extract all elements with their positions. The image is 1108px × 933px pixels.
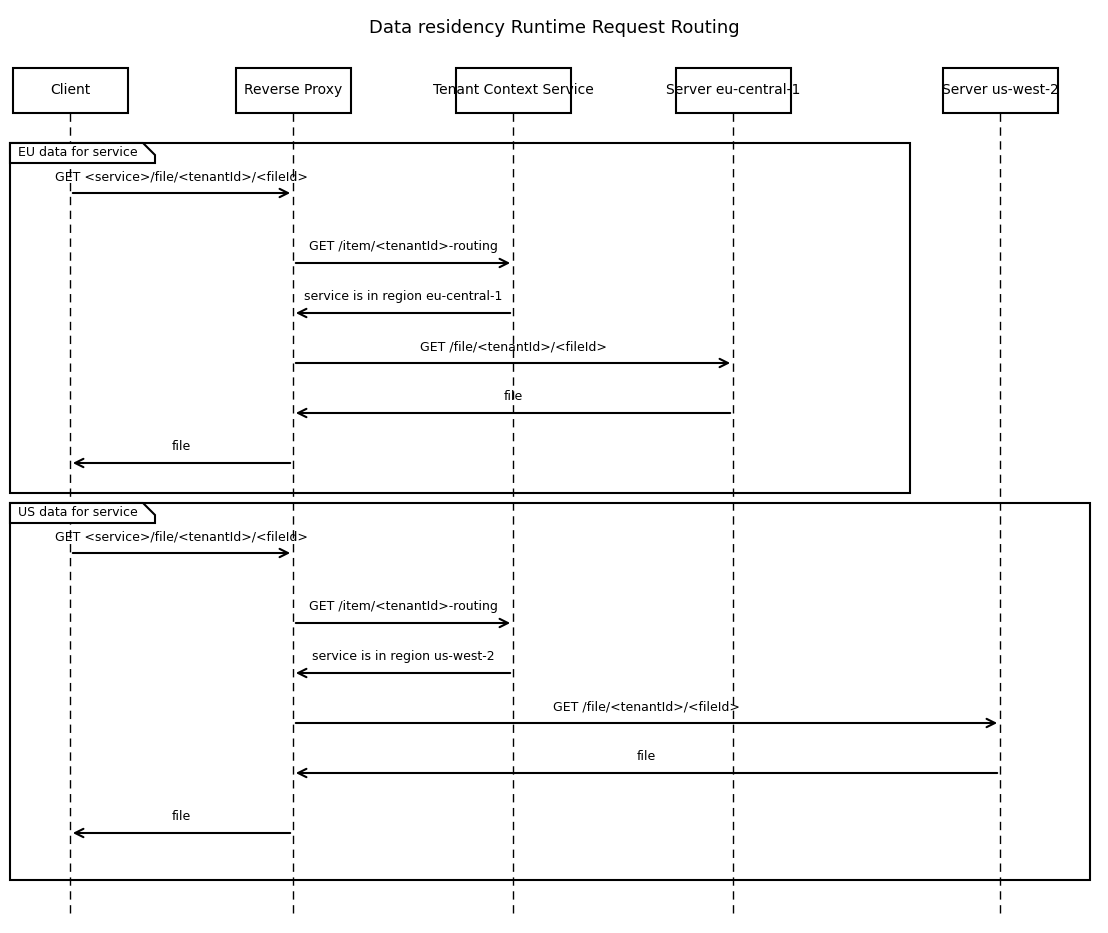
- Text: service is in region eu-central-1: service is in region eu-central-1: [304, 290, 502, 303]
- Text: file: file: [637, 750, 656, 763]
- Text: Server eu-central-1: Server eu-central-1: [666, 83, 800, 97]
- Text: Tenant Context Service: Tenant Context Service: [432, 83, 594, 97]
- Text: GET /file/<tenantId>/<fileId>: GET /file/<tenantId>/<fileId>: [420, 340, 606, 353]
- Bar: [455, 67, 571, 113]
- Text: GET <service>/file/<tenantId>/<fileId>: GET <service>/file/<tenantId>/<fileId>: [55, 530, 308, 543]
- Text: GET /item/<tenantId>-routing: GET /item/<tenantId>-routing: [308, 600, 497, 613]
- Text: GET <service>/file/<tenantId>/<fileId>: GET <service>/file/<tenantId>/<fileId>: [55, 170, 308, 183]
- Text: GET /item/<tenantId>-routing: GET /item/<tenantId>-routing: [308, 240, 497, 253]
- Bar: [10, 503, 1090, 880]
- Bar: [12, 67, 127, 113]
- Text: US data for service: US data for service: [18, 507, 137, 520]
- Bar: [10, 143, 910, 493]
- Polygon shape: [10, 503, 155, 523]
- Bar: [676, 67, 790, 113]
- Text: file: file: [172, 440, 191, 453]
- Text: file: file: [503, 390, 523, 403]
- Text: Client: Client: [50, 83, 90, 97]
- Polygon shape: [10, 143, 155, 163]
- Text: Server us-west-2: Server us-west-2: [942, 83, 1058, 97]
- Text: Reverse Proxy: Reverse Proxy: [244, 83, 342, 97]
- Bar: [943, 67, 1057, 113]
- Text: EU data for service: EU data for service: [18, 146, 137, 160]
- Text: GET /file/<tenantId>/<fileId>: GET /file/<tenantId>/<fileId>: [553, 700, 740, 713]
- Bar: [236, 67, 350, 113]
- Text: file: file: [172, 810, 191, 823]
- Text: Data residency Runtime Request Routing: Data residency Runtime Request Routing: [369, 19, 739, 37]
- Text: service is in region us-west-2: service is in region us-west-2: [311, 650, 494, 663]
